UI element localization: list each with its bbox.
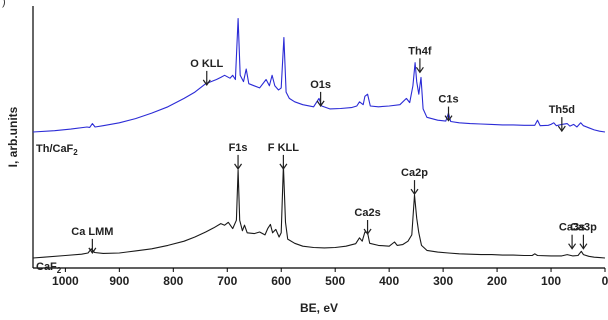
x-tick-label: 500: [325, 274, 345, 288]
peak-arrow-head: [88, 247, 97, 254]
peak-label: O1s: [310, 79, 331, 91]
x-tick-label: 200: [487, 274, 507, 288]
peak-label: C1s: [438, 94, 458, 106]
peak-label: O KLL: [190, 58, 223, 70]
series-name-label: CaF2: [36, 261, 62, 275]
series-layer: [32, 18, 606, 259]
peak-arrow-head: [279, 163, 288, 170]
axes: 1000 900 800 700 600 500 400 300 200 100 0BE, eVI,…: [6, 6, 608, 315]
peak-label: Ca LMM: [71, 226, 113, 238]
series-name-label: Th/CaF2: [36, 143, 78, 157]
series-line-th-caf2: [32, 18, 606, 133]
peak-label: Th5d: [549, 104, 575, 116]
x-tick-label: 600: [271, 274, 291, 288]
y-axis-title: I, arb.units: [6, 106, 20, 167]
peak-label: Ca3s: [559, 222, 585, 234]
corner-mark: ): [2, 0, 6, 8]
peak-arrow-head: [568, 243, 577, 250]
peak-label: Th4f: [408, 45, 432, 57]
peak-arrow-head: [316, 100, 325, 107]
peak-arrow-head: [557, 125, 566, 133]
x-tick-label: 900: [109, 274, 129, 288]
x-tick-label: 300: [433, 274, 453, 288]
peak-label: Ca2p: [401, 167, 428, 179]
peak-arrow-head: [415, 66, 424, 74]
peak-arrow-head: [363, 228, 372, 236]
x-tick-label: 0: [602, 274, 608, 288]
peak-arrow-head: [202, 79, 211, 86]
annotations: Th/CaF2 O KLL O1s Th4f C1s Th5d CaF2 Ca LMM F1s F…: [36, 45, 597, 275]
peak-label: Ca2s: [354, 207, 380, 219]
x-axis-title: BE, eV: [300, 301, 338, 315]
series-line-caf2: [32, 165, 606, 259]
peak-label: Ca3p: [570, 222, 597, 234]
x-tick-label: 700: [217, 274, 237, 288]
x-tick-label: 800: [163, 274, 183, 288]
x-tick-label: 400: [379, 274, 399, 288]
peak-arrow-head: [579, 243, 588, 250]
x-tick-label: 1000: [52, 274, 79, 288]
x-tick-label: 100: [541, 274, 561, 288]
peak-label: F KLL: [268, 142, 299, 154]
peak-arrow-head: [444, 115, 453, 122]
peak-arrow-head: [234, 163, 243, 170]
peak-arrow-head: [410, 188, 419, 196]
peak-label: F1s: [229, 142, 248, 154]
